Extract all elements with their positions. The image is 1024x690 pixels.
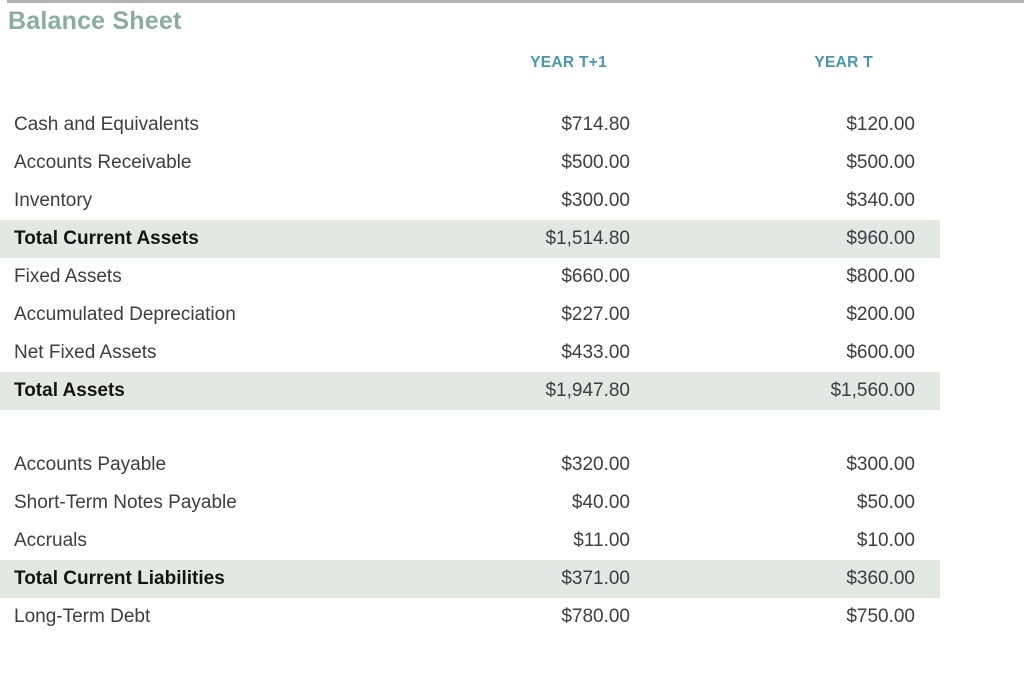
table-header-row: YEAR T+1 YEAR T (0, 45, 940, 81)
header-gap (0, 81, 940, 106)
table-row: Fixed Assets $660.00 $800.00 (0, 258, 940, 296)
value-year-t: $120.00 (846, 114, 915, 135)
row-label: Cash and Equivalents (14, 114, 199, 135)
column-header-year-t1: YEAR T+1 (530, 54, 607, 71)
total-row: Total Current Assets $1,514.80 $960.00 (0, 220, 940, 258)
row-label: Fixed Assets (14, 266, 122, 287)
value-year-t: $500.00 (846, 152, 915, 173)
value-year-t: $300.00 (846, 454, 915, 475)
table-row: Long-Term Debt $780.00 $750.00 (0, 598, 940, 636)
table-row: Accounts Payable $320.00 $300.00 (0, 446, 940, 484)
value-year-t1: $714.80 (561, 114, 630, 135)
row-label: Accounts Receivable (14, 152, 192, 173)
value-year-t: $1,560.00 (630, 372, 940, 410)
page-title: Balance Sheet (8, 7, 182, 35)
value-year-t1: $780.00 (561, 606, 630, 627)
balance-sheet-table: YEAR T+1 YEAR T Cash and Equivalents $71… (0, 45, 940, 636)
row-label: Total Current Liabilities (0, 560, 430, 598)
value-year-t1: $40.00 (571, 492, 630, 513)
table-row: Accounts Receivable $500.00 $500.00 (0, 144, 940, 182)
row-label: Inventory (14, 190, 93, 211)
value-year-t: $10.00 (856, 530, 915, 551)
row-label: Short-Term Notes Payable (14, 492, 237, 513)
value-year-t1: $300.00 (561, 190, 630, 211)
value-year-t: $360.00 (630, 560, 940, 598)
table-row: Accumulated Depreciation $227.00 $200.00 (0, 296, 940, 334)
table-row: Cash and Equivalents $714.80 $120.00 (0, 106, 940, 144)
value-year-t: $750.00 (846, 606, 915, 627)
total-row: Total Current Liabilities $371.00 $360.0… (0, 560, 940, 598)
value-year-t1: $1,947.80 (430, 372, 630, 410)
row-label: Accruals (14, 530, 87, 551)
column-header-year-t: YEAR T (814, 54, 873, 71)
value-year-t: $340.00 (846, 190, 915, 211)
row-label: Long-Term Debt (14, 606, 151, 627)
value-year-t1: $660.00 (561, 266, 630, 287)
value-year-t1: $1,514.80 (430, 220, 630, 258)
row-label: Total Current Assets (0, 220, 430, 258)
value-year-t: $600.00 (846, 342, 915, 363)
value-year-t: $960.00 (630, 220, 940, 258)
row-label: Net Fixed Assets (14, 342, 157, 363)
value-year-t1: $227.00 (561, 304, 630, 325)
total-row: Total Assets $1,947.80 $1,560.00 (0, 372, 940, 410)
column-header-empty (0, 45, 430, 81)
value-year-t: $50.00 (856, 492, 915, 513)
table-row: Net Fixed Assets $433.00 $600.00 (0, 334, 940, 372)
value-year-t1: $11.00 (573, 530, 630, 551)
value-year-t1: $320.00 (561, 454, 630, 475)
top-rule (7, 0, 1024, 3)
value-year-t1: $371.00 (430, 560, 630, 598)
value-year-t: $800.00 (846, 266, 915, 287)
row-label: Accounts Payable (14, 454, 167, 475)
table-row: Inventory $300.00 $340.00 (0, 182, 940, 220)
table-row: Short-Term Notes Payable $40.00 $50.00 (0, 484, 940, 522)
value-year-t: $200.00 (846, 304, 915, 325)
value-year-t1: $433.00 (561, 342, 630, 363)
row-label: Accumulated Depreciation (14, 304, 236, 325)
table-row: Accruals $11.00 $10.00 (0, 522, 940, 560)
spacer-row (0, 410, 940, 446)
value-year-t1: $500.00 (561, 152, 630, 173)
row-label: Total Assets (0, 372, 430, 410)
